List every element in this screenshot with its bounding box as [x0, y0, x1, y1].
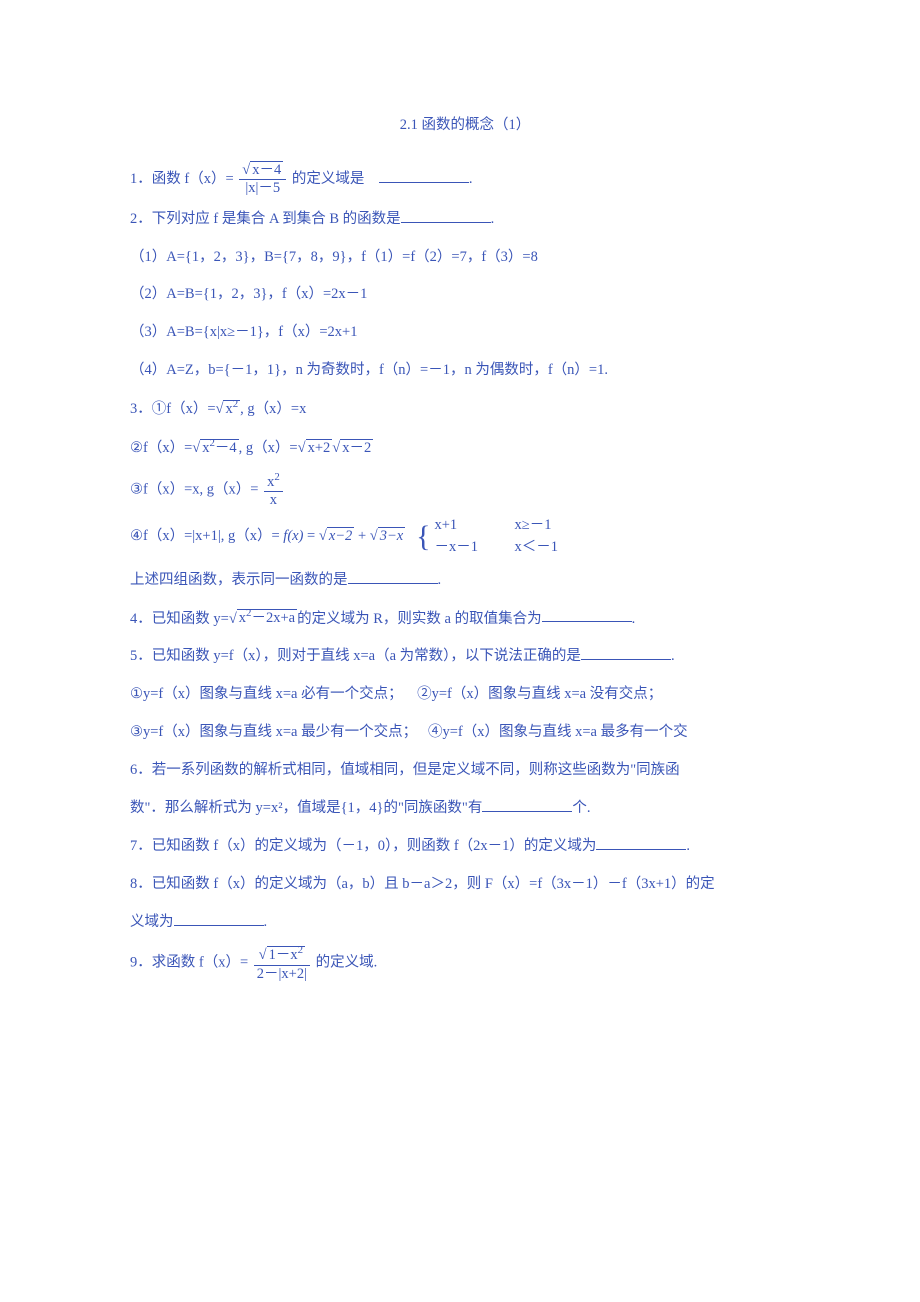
- piece-2a: －x－1: [434, 537, 514, 559]
- piecewise-rows: x+1x≥－1 －x－1x＜－1: [434, 515, 558, 559]
- q2-option-4: （4）A=Z，b={－1，1}，n 为奇数时，f（n）=－1，n 为偶数时，f（…: [130, 355, 800, 387]
- q3-2-sqrt2: x+2: [306, 439, 333, 456]
- q3-4-sqrt2: 3−x: [378, 527, 405, 544]
- q6-blank: [482, 811, 572, 812]
- q3-4-piecewise: { x+1x≥－1 －x－1x＜－1: [416, 515, 558, 559]
- piece-2b: x＜－1: [514, 537, 558, 559]
- q5-head: 5．已知函数 y=f（x），则对于直线 x=a（a 为常数），以下说法正确的是: [130, 648, 581, 664]
- q5-options-row2: ③y=f（x）图象与直线 x=a 最少有一个交点； ④y=f（x）图象与直线 x…: [130, 717, 800, 749]
- question-1: 1．函数 f（x）= √x－4 |x|－5 的定义域是 .: [130, 162, 800, 198]
- q3-3-num: x2: [264, 471, 283, 492]
- question-6a: 6．若一系列函数的解析式相同，值域相同，但是定义域不同，则称这些函数为"同族函: [130, 755, 800, 787]
- q3-2-sqrt3: x－2: [340, 439, 373, 456]
- q3-2b: , g（x）=: [239, 440, 298, 456]
- title-text: 2.1 函数的概念（1）: [400, 117, 531, 133]
- q1-numerator: √x－4: [239, 162, 286, 180]
- piece-1a: x+1: [434, 515, 514, 537]
- page-title: 2.1 函数的概念（1）: [130, 110, 800, 142]
- q5-opt-1: ①y=f（x）图象与直线 x=a 必有一个交点；: [130, 686, 403, 702]
- question-9: 9．求函数 f（x）= √1－x2 2－|x+2| 的定义域.: [130, 944, 800, 983]
- q9b: 的定义域.: [316, 955, 378, 971]
- q4-sqrt: x2－2x+a: [237, 609, 297, 626]
- q1-fraction: √x－4 |x|－5: [239, 162, 286, 198]
- q1-fx: f（x）=: [184, 171, 233, 187]
- q2-suffix: .: [491, 211, 495, 227]
- q6c: 个.: [572, 800, 590, 816]
- question-7: 7．已知函数 f（x）的定义域为（－1，0），则函数 f（2x－1）的定义域为.: [130, 831, 800, 863]
- q8-suffix: .: [264, 914, 268, 930]
- q5-options-row1: ①y=f（x）图象与直线 x=a 必有一个交点； ②y=f（x）图象与直线 x=…: [130, 679, 800, 711]
- question-8a: 8．已知函数 f（x）的定义域为（a，b）且 b－a＞2，则 F（x）=f（3x…: [130, 869, 800, 901]
- q9a: 9．求函数 f（x）=: [130, 955, 248, 971]
- question-2: 2．下列对应 f 是集合 A 到集合 B 的函数是.: [130, 204, 800, 236]
- q4-blank: [542, 621, 632, 622]
- q3-4-fx: f(x): [283, 528, 303, 544]
- q3-tail: 上述四组函数，表示同一函数的是.: [130, 565, 800, 597]
- q3-1-sqrt: x2: [223, 400, 240, 417]
- piece-1b: x≥－1: [514, 515, 551, 537]
- q3-2a: ②f（x）=: [130, 440, 192, 456]
- q6b: 数"．那么解析式为 y=x²，值域是{1，4}的"同族函数"有: [130, 800, 482, 816]
- q3-item-2: ②f（x）=√x2－4, g（x）=√x+2√x－2: [130, 432, 800, 465]
- q2-option-3: （3）A=B={x|x≥－1}，f（x）=2x+1: [130, 317, 800, 349]
- q1-text-b: 的定义域是: [292, 171, 365, 187]
- q3-item-4: ④f（x）=|x+1|, g（x）= f(x) = √x−2 + √3−x { …: [130, 515, 800, 559]
- q3-item-1: 3．①f（x）=√x2, g（x）=x: [130, 393, 800, 426]
- q3-1a: 3．①f（x）=: [130, 401, 216, 417]
- q3-suffix: .: [438, 572, 442, 588]
- q3-4a: ④f（x）=|x+1|, g（x）=: [130, 528, 283, 544]
- q1-denominator: |x|－5: [239, 180, 286, 197]
- q2-option-2: （2）A=B={1，2，3}，f（x）=2x－1: [130, 279, 800, 311]
- q3-3-den: x: [264, 492, 283, 509]
- brace-icon: {: [416, 522, 430, 552]
- q5-opt-4: ④y=f（x）图象与直线 x=a 最多有一个交: [428, 724, 688, 740]
- q5-opt-3: ③y=f（x）图象与直线 x=a 最少有一个交点；: [130, 724, 417, 740]
- q3-tail-text: 上述四组函数，表示同一函数的是: [130, 572, 348, 588]
- question-8b: 义域为.: [130, 907, 800, 939]
- q3-item-3: ③f（x）=x, g（x）= x2 x: [130, 471, 800, 510]
- question-5: 5．已知函数 y=f（x），则对于直线 x=a（a 为常数），以下说法正确的是.: [130, 641, 800, 673]
- q1-blank: [379, 182, 469, 183]
- q3-3-fraction: x2 x: [264, 471, 283, 510]
- q3-1b: , g（x）=x: [240, 401, 306, 417]
- q7a: 7．已知函数 f（x）的定义域为（－1，0），则函数 f（2x－1）的定义域为: [130, 838, 596, 854]
- q5-opt-2: ②y=f（x）图象与直线 x=a 没有交点；: [417, 686, 662, 702]
- q5-blank: [581, 659, 671, 660]
- q2-option-1: （1）A={1，2，3}，B={7，8，9}，f（1）=f（2）=7，f（3）=…: [130, 242, 800, 274]
- question-4: 4．已知函数 y=√x2－2x+a的定义域为 R，则实数 a 的取值集合为.: [130, 603, 800, 636]
- q3-blank: [348, 583, 438, 584]
- q1-text-a: 1．函数: [130, 171, 181, 187]
- q3-3a: ③f（x）=x, g（x）=: [130, 481, 258, 497]
- question-6b: 数"．那么解析式为 y=x²，值域是{1，4}的"同族函数"有 个.: [130, 793, 800, 825]
- q9-den: 2－|x+2|: [254, 966, 310, 983]
- q1-suffix: .: [469, 171, 473, 187]
- q4a: 4．已知函数 y=: [130, 610, 229, 626]
- q2-blank: [401, 222, 491, 223]
- q8b: 义域为: [130, 914, 174, 930]
- q7-blank: [596, 849, 686, 850]
- q2-head: 2．下列对应 f 是集合 A 到集合 B 的函数是: [130, 211, 401, 227]
- q7-suffix: .: [686, 838, 690, 854]
- q3-4-sqrt1: x−2: [327, 527, 354, 544]
- q3-2-sqrt1: x2－4: [200, 439, 238, 456]
- q9-num: √1－x2: [254, 944, 310, 965]
- q8-blank: [174, 925, 264, 926]
- q4-suffix: .: [632, 610, 636, 626]
- q4b: 的定义域为 R，则实数 a 的取值集合为: [297, 610, 541, 626]
- q5-suffix: .: [671, 648, 675, 664]
- q9-fraction: √1－x2 2－|x+2|: [254, 944, 310, 983]
